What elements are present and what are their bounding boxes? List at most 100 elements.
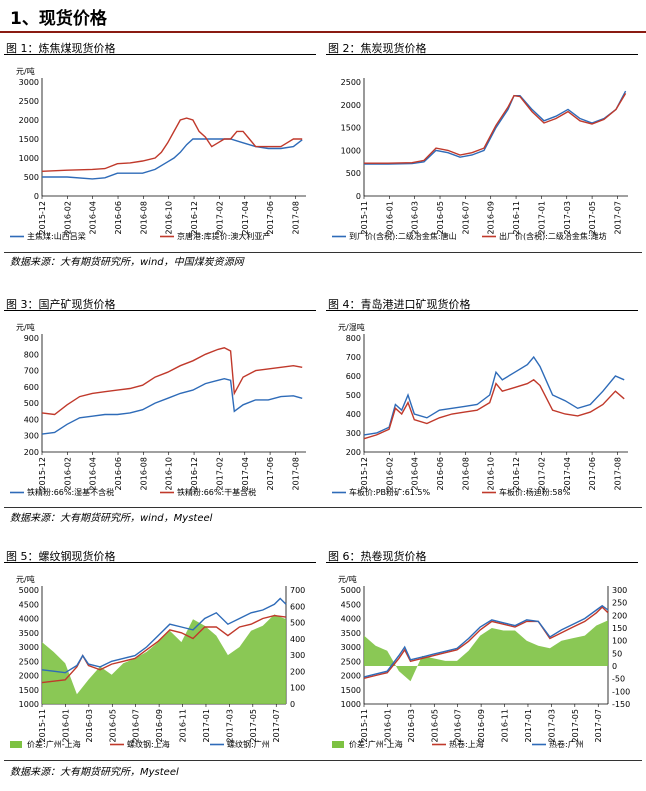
y2-tick-label: -150 [612, 700, 630, 709]
y-tick-label: 1000 [341, 700, 361, 709]
x-tick-label: 2017-08 [613, 457, 622, 490]
chart-title: 图 3：国产矿现货价格 [6, 298, 116, 311]
x-tick-label: 2016-10 [165, 457, 174, 490]
chart-title: 图 5：螺纹钢现货价格 [6, 550, 116, 563]
y-tick-label: 600 [346, 372, 361, 381]
x-tick-label: 2017-04 [241, 201, 250, 234]
y-tick-label: 700 [346, 353, 361, 362]
y2-tick-label: 500 [290, 619, 305, 628]
x-tick-label: 2015-12 [38, 201, 47, 234]
x-tick-label: 2016-12 [512, 457, 521, 490]
series-line-热卷:上海 [363, 606, 609, 679]
x-tick-label: 2016-07 [132, 709, 141, 742]
x-tick-label: 2016-07 [461, 201, 470, 234]
axis-unit-label: 元/吨 [338, 574, 357, 584]
chart-title: 图 1：炼焦煤现货价格 [6, 42, 116, 55]
panel-rule [326, 54, 638, 55]
y-tick-label: 2500 [19, 97, 39, 106]
series-line-热卷:广州 [363, 604, 609, 678]
x-tick-label: 2017-03 [225, 709, 234, 742]
chart-panel-6: 图 6：热卷现货价格 元/吨 1000 1500 2000 2500 3000 3500 40… [322, 546, 642, 791]
x-tick-label: 2017-08 [291, 201, 300, 234]
x-tick-label: 2016-03 [411, 201, 420, 234]
legend-swatch [332, 741, 344, 748]
x-tick-label: 2016-01 [383, 709, 392, 742]
x-tick-label: 2017-06 [266, 457, 275, 490]
y-tick-label: 1500 [341, 124, 361, 133]
x-tick-label: 2015-12 [38, 457, 47, 490]
panel-rule [326, 310, 638, 311]
y-tick-label: 3000 [19, 78, 39, 87]
y-tick-label: 1000 [341, 146, 361, 155]
legend-label: 铁精粉:66%:湿基不含税 [27, 487, 114, 497]
legend-label: 螺纹钢:广州 [227, 739, 270, 749]
y2-tick-label: 150 [612, 624, 627, 633]
x-tick-label: 2015-11 [360, 709, 369, 742]
y-tick-label: 5000 [19, 586, 39, 595]
series-line-京唐港:库提价:澳大利亚产 [41, 117, 303, 172]
x-tick-label: 2017-01 [524, 709, 533, 742]
x-tick-label: 2016-05 [108, 709, 117, 742]
y-tick-label: 2500 [341, 657, 361, 666]
y-tick-label: 1500 [19, 686, 39, 695]
x-tick-label: 2016-08 [139, 201, 148, 234]
y-tick-label: 3000 [341, 643, 361, 652]
y-tick-label: 4500 [341, 600, 361, 609]
x-tick-label: 2017-03 [563, 201, 572, 234]
y-tick-label: 2000 [19, 116, 39, 125]
source-rule [4, 760, 642, 761]
y2-tick-label: 50 [612, 649, 622, 658]
x-tick-label: 2017-05 [588, 201, 597, 234]
legend-label: 京唐港:库提价:澳大利亚产 [177, 231, 270, 241]
x-tick-label: 2015-11 [360, 201, 369, 234]
chart-panel-3: 图 3：国产矿现货价格 元/吨 200 300 400 500 600 700 800 900 2… [0, 294, 320, 539]
x-tick-label: 2016-09 [487, 201, 496, 234]
legend-label: 价差:广州-上海 [349, 739, 403, 749]
y-tick-label: 4000 [341, 615, 361, 624]
legend-label: 价差:广州-上海 [27, 739, 81, 749]
legend-label: 热卷:广州 [549, 739, 584, 749]
x-tick-label: 2017-02 [537, 457, 546, 490]
x-tick-label: 2017-02 [215, 457, 224, 490]
y-tick-label: 2000 [341, 101, 361, 110]
x-tick-label: 2017-01 [537, 201, 546, 234]
y-tick-label: 2500 [19, 657, 39, 666]
y-tick-label: 0 [356, 192, 361, 201]
chart-svg: 元/吨 0 500 1000 1500 2000 2500 3000 2015-12 2016-0… [10, 66, 306, 241]
legend-label: 车板价:PB粉矿:61.5% [349, 487, 431, 497]
source-rule [4, 507, 642, 508]
x-tick-label: 2016-01 [61, 709, 70, 742]
y2-tick-label: 0 [290, 700, 295, 709]
x-tick-label: 2016-11 [501, 709, 510, 742]
y-tick-label: 4000 [19, 615, 39, 624]
x-tick-label: 2017-05 [249, 709, 258, 742]
y-tick-label: 800 [24, 350, 39, 359]
y-tick-label: 5000 [341, 586, 361, 595]
y2-tick-label: 250 [612, 599, 627, 608]
legend-label: 出厂价(含税):二级冶金焦:潍坊 [499, 231, 607, 241]
x-tick-label: 2017-04 [241, 457, 250, 490]
y-tick-label: 300 [346, 429, 361, 438]
panel-rule [4, 310, 316, 311]
x-tick-label: 2016-09 [477, 709, 486, 742]
y-tick-label: 1000 [19, 154, 39, 163]
y2-tick-label: 200 [612, 611, 627, 620]
panel-rule [4, 54, 316, 55]
chart-panel-2: 图 2：焦炭现货价格 0 500 1000 1500 2000 2500 2015-11 20… [322, 38, 642, 283]
y-tick-label: 1500 [341, 686, 361, 695]
x-tick-label: 2015-11 [38, 709, 47, 742]
chart-title: 图 2：焦炭现货价格 [328, 42, 427, 55]
x-tick-label: 2017-07 [272, 709, 281, 742]
x-tick-label: 2016-11 [179, 709, 188, 742]
y2-tick-label: 600 [290, 602, 305, 611]
title-rule [0, 31, 646, 33]
chart-title: 图 6：热卷现货价格 [328, 550, 427, 563]
y-tick-label: 200 [24, 448, 39, 457]
x-tick-label: 2015-12 [360, 457, 369, 490]
x-tick-label: 2017-08 [291, 457, 300, 490]
y-tick-label: 2500 [341, 78, 361, 87]
legend-label: 主焦煤:山西吕梁 [27, 231, 86, 241]
x-tick-label: 2017-07 [594, 709, 603, 742]
y-tick-label: 3500 [19, 629, 39, 638]
x-tick-label: 2016-05 [430, 709, 439, 742]
